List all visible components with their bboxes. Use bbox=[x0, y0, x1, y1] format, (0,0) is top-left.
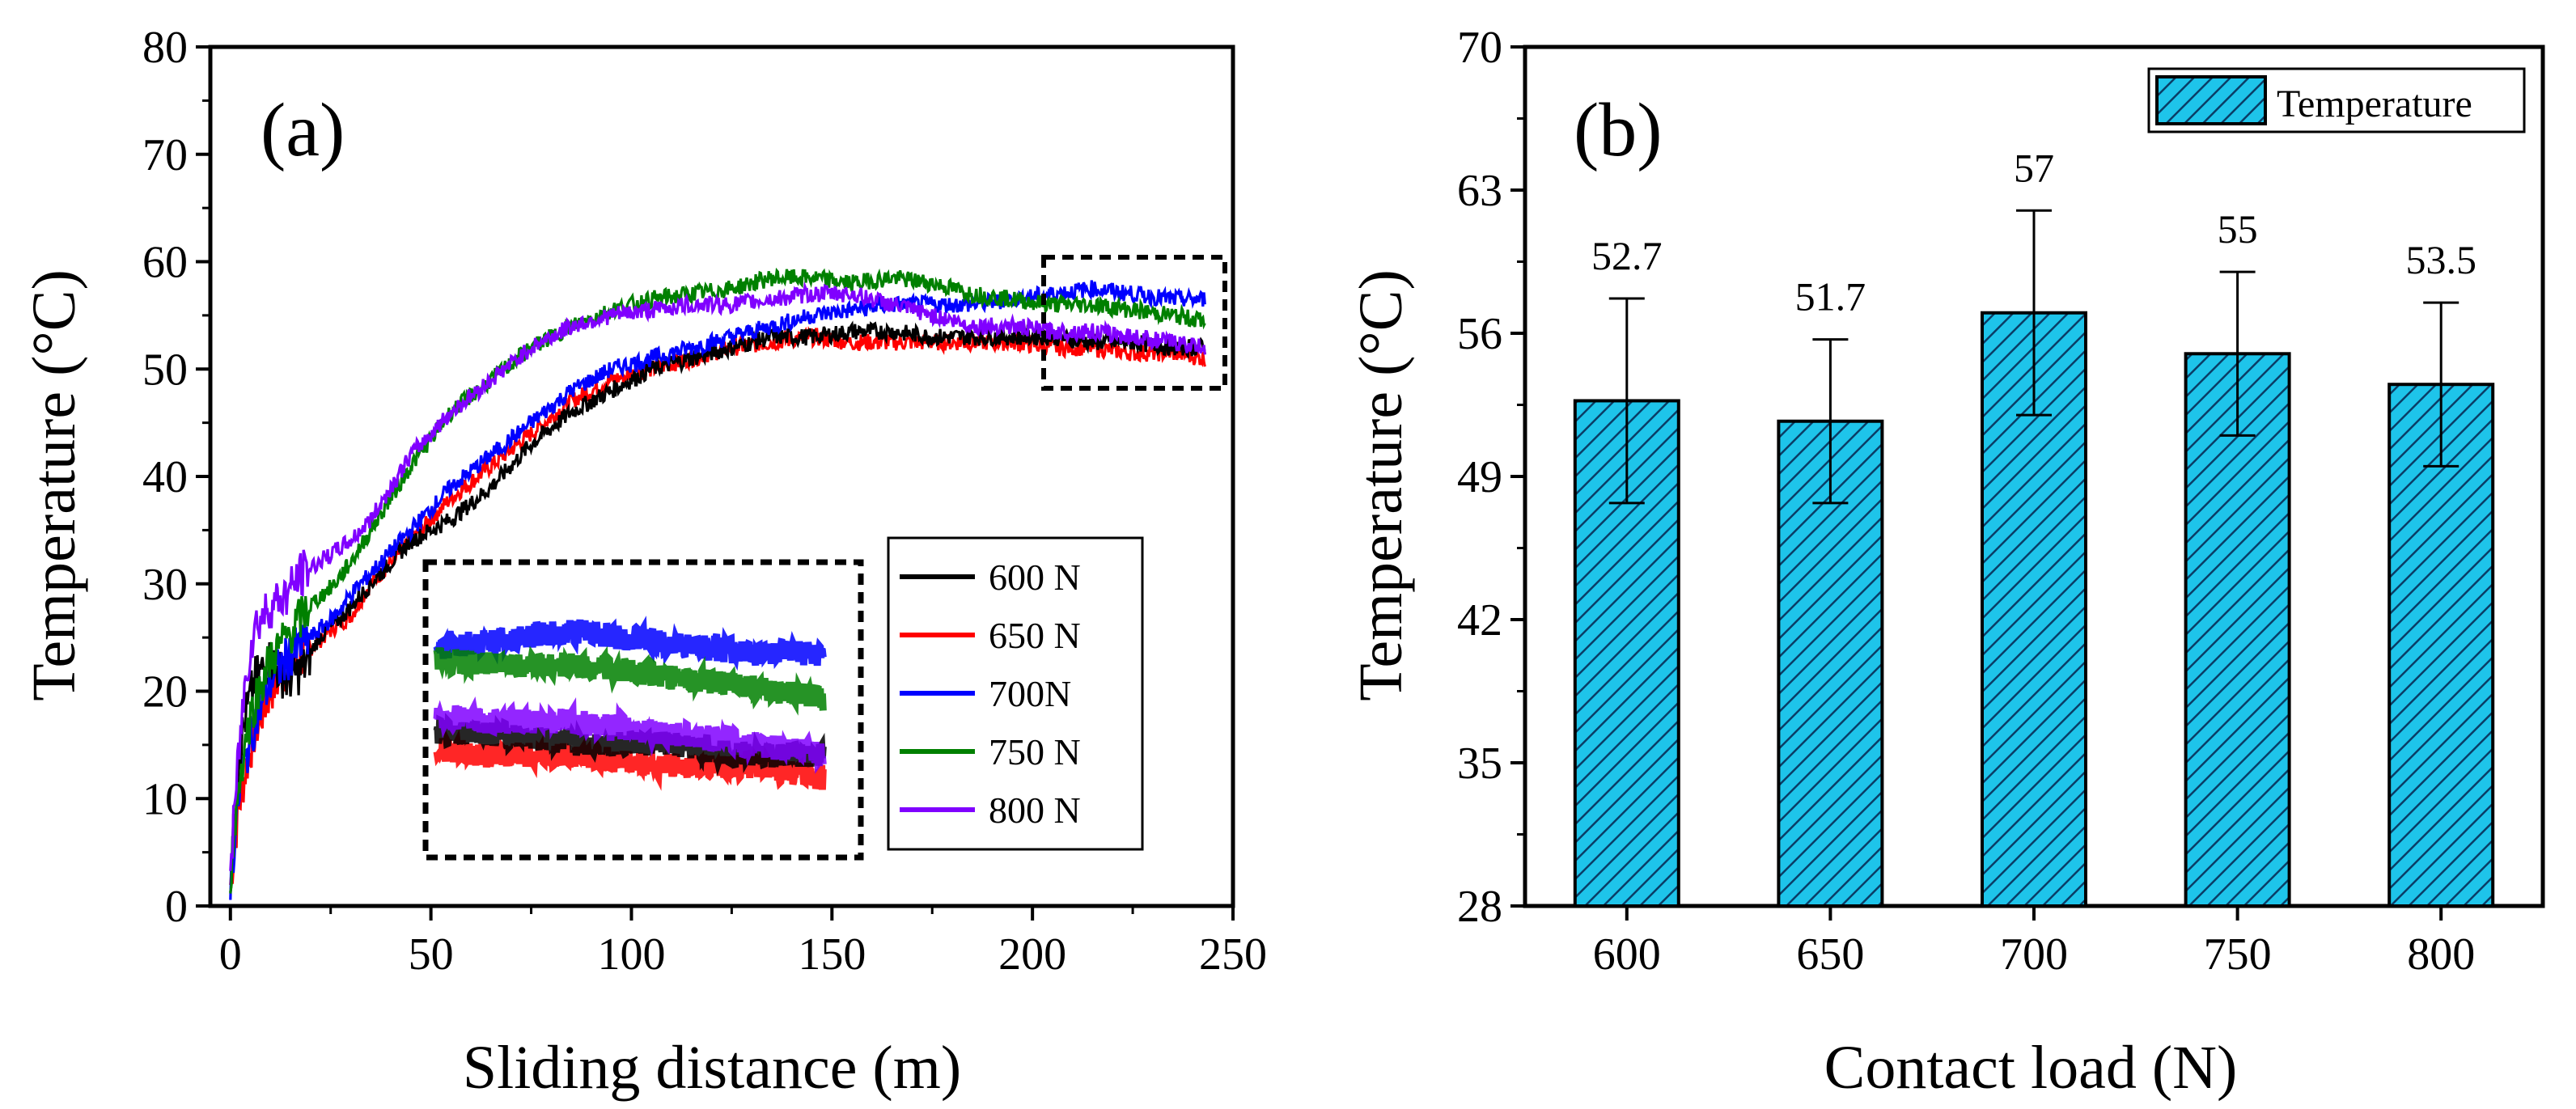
chart-b-y-tick-label-28: 28 bbox=[1457, 882, 1502, 932]
chart-a-y-tick-label-60: 60 bbox=[142, 238, 188, 288]
chart-a-legend: 600 N 650 N 700N 750 N 800 N bbox=[887, 536, 1144, 851]
legend-label-temperature: Temperature bbox=[2277, 83, 2472, 125]
chart-a-y-tick-label-80: 80 bbox=[142, 23, 188, 73]
inset-line-650-n bbox=[433, 728, 827, 791]
legend-label-750n: 750 N bbox=[989, 731, 1081, 772]
inset-line-750-n bbox=[433, 646, 827, 716]
inset-line-700n bbox=[433, 616, 827, 671]
chart-a-y-tick-label-20: 20 bbox=[142, 667, 188, 717]
zoom-region-box bbox=[1041, 255, 1227, 391]
inset-line-800-n bbox=[433, 696, 827, 774]
chart-b-y-tick-label-49: 49 bbox=[1457, 452, 1502, 502]
chart-a-y-tick-label-40: 40 bbox=[142, 452, 188, 502]
chart-a-y-tick-label-0: 0 bbox=[165, 882, 188, 932]
chart-a-x-axis-label: Sliding distance (m) bbox=[463, 1034, 961, 1102]
chart-a-y-tick-label-10: 10 bbox=[142, 774, 188, 824]
chart-b-y-tick-label-42: 42 bbox=[1457, 595, 1502, 646]
chart-a-x-tick-label-0: 0 bbox=[219, 929, 242, 980]
chart-b-y-tick-label-35: 35 bbox=[1457, 739, 1502, 789]
chart-b-x-axis-label: Contact load (N) bbox=[1824, 1034, 2238, 1102]
chart-b-axes: 28 35 42 49 56 63 70 600 650 700 750 800 bbox=[1457, 23, 2475, 980]
chart-b: 52.7 51.7 57 55 53.5 28 35 42 49 56 63 70 600 650 700… bbox=[1347, 23, 2545, 1102]
bar-value-label-600: 52.7 bbox=[1591, 233, 1663, 278]
chart-b-x-tick-label-750: 750 bbox=[2204, 929, 2272, 980]
chart-a-x-tick-label-50: 50 bbox=[409, 929, 454, 980]
bar-800 bbox=[2387, 383, 2495, 908]
chart-b-bars-group: 52.7 51.7 57 55 53.5 bbox=[1573, 145, 2495, 908]
chart-b-y-tick-label-70: 70 bbox=[1457, 23, 1502, 73]
legend-label-650n: 650 N bbox=[989, 615, 1081, 656]
chart-a-x-tick-label-100: 100 bbox=[597, 929, 665, 980]
chart-a-panel-label: (a) bbox=[261, 88, 345, 172]
chart-b-y-axis-label: Temperature (°C) bbox=[1347, 269, 1415, 701]
chart-a-y-tick-label-30: 30 bbox=[142, 560, 188, 610]
chart-b-x-tick-label-600: 600 bbox=[1593, 929, 1661, 980]
chart-b-x-tick-label-800: 800 bbox=[2407, 929, 2475, 980]
legend-swatch-temperature bbox=[2155, 75, 2267, 125]
chart-a-y-axis-label: Temperature (°C) bbox=[20, 269, 88, 701]
chart-b-x-tick-label-700: 700 bbox=[2000, 929, 2068, 980]
zoom-inset bbox=[422, 559, 864, 861]
zoom-inset-lines bbox=[433, 616, 827, 791]
legend-label-700n: 700N bbox=[989, 673, 1071, 714]
chart-a-x-tick-label-150: 150 bbox=[798, 929, 866, 980]
bar-value-label-650: 51.7 bbox=[1795, 274, 1866, 320]
legend-label-600n: 600 N bbox=[989, 557, 1081, 598]
chart-a-x-tick-label-250: 250 bbox=[1199, 929, 1267, 980]
chart-a: 0 50 100 150 200 250 0 10 20 30 40 50 60 70 80 (a) Sli… bbox=[20, 23, 1267, 1102]
bar-value-label-700: 57 bbox=[2014, 145, 2054, 190]
chart-b-y-tick-label-63: 63 bbox=[1457, 166, 1502, 216]
legend-label-800n: 800 N bbox=[989, 789, 1081, 831]
chart-b-panel-label: (b) bbox=[1574, 88, 1663, 172]
chart-a-y-tick-label-70: 70 bbox=[142, 130, 188, 180]
chart-a-axes: 0 50 100 150 200 250 0 10 20 30 40 50 60 70 80 bbox=[142, 23, 1267, 980]
chart-b-y-tick-label-56: 56 bbox=[1457, 309, 1502, 359]
series-line-600-n bbox=[229, 320, 1206, 893]
chart-a-x-tick-label-200: 200 bbox=[998, 929, 1066, 980]
chart-b-legend: Temperature bbox=[2147, 67, 2526, 133]
bar-value-label-750: 55 bbox=[2218, 206, 2258, 252]
chart-a-y-tick-label-50: 50 bbox=[142, 345, 188, 395]
bar-value-label-800: 53.5 bbox=[2405, 237, 2476, 282]
chart-b-x-tick-label-650: 650 bbox=[1796, 929, 1864, 980]
